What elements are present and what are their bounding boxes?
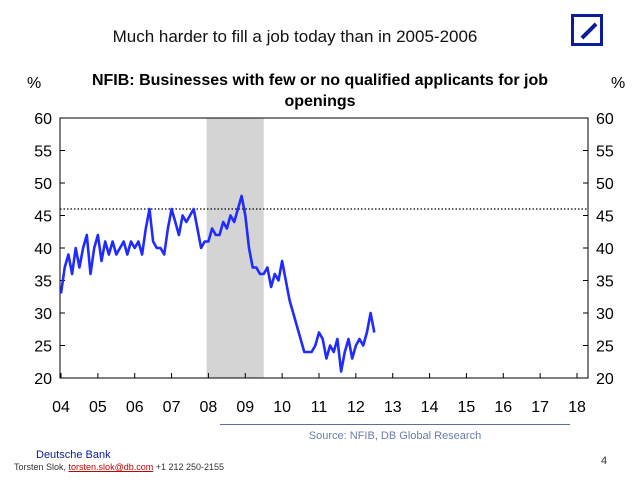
x-tick-label: 14 — [421, 399, 439, 416]
y-tick-label-right: 55 — [596, 144, 614, 161]
y-tick-label-right: 30 — [596, 306, 614, 323]
source-note: Source: NFIB, DB Global Research — [308, 430, 482, 442]
x-tick-label: 17 — [531, 399, 549, 416]
y-tick-label-right: 20 — [596, 371, 614, 388]
x-tick-label: 13 — [384, 399, 402, 416]
x-tick-label: 08 — [200, 399, 218, 416]
y-tick-label-left: 60 — [34, 111, 52, 128]
y-tick-label-right: 25 — [596, 339, 614, 356]
footer-contact: Torsten Slok, torsten.slok@db.com +1 212… — [14, 462, 224, 472]
left-axis-unit: % — [27, 75, 42, 92]
y-tick-label-right: 50 — [596, 176, 614, 193]
contact-email-link[interactable]: torsten.slok@db.com — [68, 462, 154, 472]
x-tick-label: 10 — [273, 399, 291, 416]
source-divider — [220, 424, 570, 425]
y-tick-label-left: 35 — [34, 274, 52, 291]
x-tick-label: 16 — [494, 399, 512, 416]
deutsche-bank-logo-icon — [571, 14, 603, 46]
x-tick-label: 06 — [126, 399, 144, 416]
chart-title-line-1: NFIB: Businesses with few or no qualifie… — [91, 72, 549, 89]
x-tick-label: 04 — [52, 399, 70, 416]
right-axis-unit: % — [611, 75, 626, 92]
x-tick-label: 18 — [568, 399, 586, 416]
y-tick-label-left: 45 — [34, 209, 52, 226]
contact-phone: +1 212 250-2155 — [155, 462, 225, 472]
y-tick-label-left: 40 — [34, 241, 52, 258]
chart-title: NFIB: Businesses with few or no qualifie… — [70, 70, 570, 112]
contact-name: Torsten Slok, — [14, 462, 67, 472]
x-tick-label: 11 — [311, 399, 328, 416]
y-tick-label-right: 60 — [596, 111, 614, 128]
x-tick-label: 12 — [347, 399, 365, 416]
x-tick-label: 07 — [163, 399, 181, 416]
recession-shading — [206, 118, 264, 378]
chart-title-line-2: openings — [284, 93, 356, 110]
y-tick-label-left: 50 — [34, 176, 52, 193]
slide-title: Much harder to fill a job today than in … — [112, 27, 478, 46]
x-tick-label: 15 — [458, 399, 476, 416]
y-tick-label-left: 30 — [34, 306, 52, 323]
y-tick-label-right: 40 — [596, 241, 614, 258]
y-tick-label-left: 55 — [34, 144, 52, 161]
footer-brand: Deutsche Bank — [36, 449, 111, 461]
y-tick-label-left: 20 — [34, 371, 52, 388]
x-tick-label: 05 — [89, 399, 107, 416]
line-chart: 20 20 25 25 30 30 35 35 40 40 45 45 50 50 55 55 60 60 04 05… — [34, 111, 614, 416]
page-number: 4 — [601, 455, 608, 467]
series-line — [59, 194, 376, 373]
y-tick-label-right: 35 — [596, 274, 614, 291]
x-tick-label: 09 — [236, 399, 254, 416]
y-tick-label-left: 25 — [34, 339, 52, 356]
y-tick-label-right: 45 — [596, 209, 614, 226]
